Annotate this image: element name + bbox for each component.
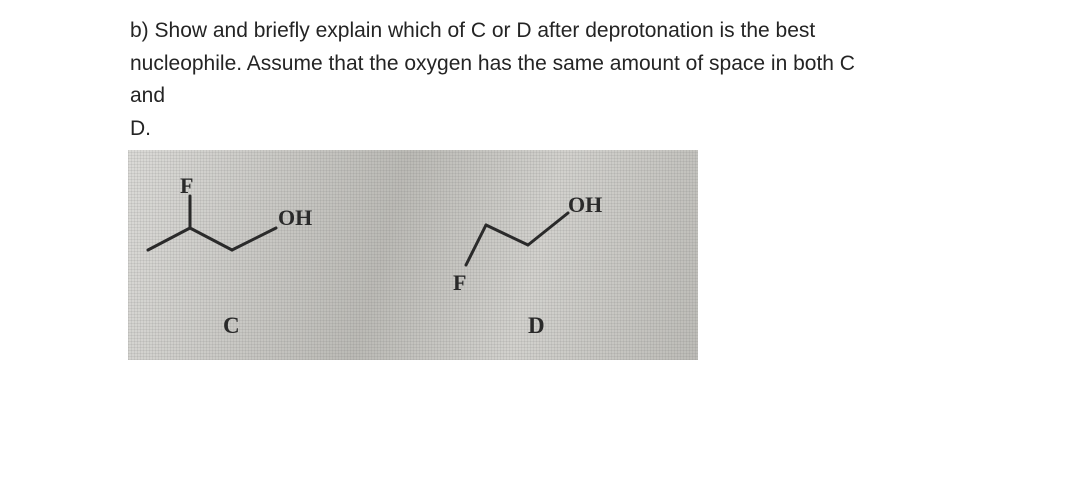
question-line-1: b) Show and briefly explain which of C o… <box>130 19 815 42</box>
question-block: b) Show and briefly explain which of C o… <box>130 15 890 145</box>
bond-svg <box>128 150 698 360</box>
molecule-d-label: D <box>528 313 545 339</box>
molecule-d-oh-label: OH <box>568 192 602 218</box>
molecule-d-f-label: F <box>453 270 466 296</box>
question-text: b) Show and briefly explain which of C o… <box>130 15 890 145</box>
question-line-2: nucleophile. Assume that the oxygen has … <box>130 52 855 108</box>
question-line-3: D. <box>130 117 151 140</box>
molecule-c-f-label: F <box>180 173 193 199</box>
structure-diagram-panel: F OH C F OH D <box>128 150 698 360</box>
molecule-d-bonds <box>466 213 568 265</box>
molecule-c-label: C <box>223 313 240 339</box>
molecule-c-oh-label: OH <box>278 205 312 231</box>
molecule-c-bonds <box>148 196 276 250</box>
